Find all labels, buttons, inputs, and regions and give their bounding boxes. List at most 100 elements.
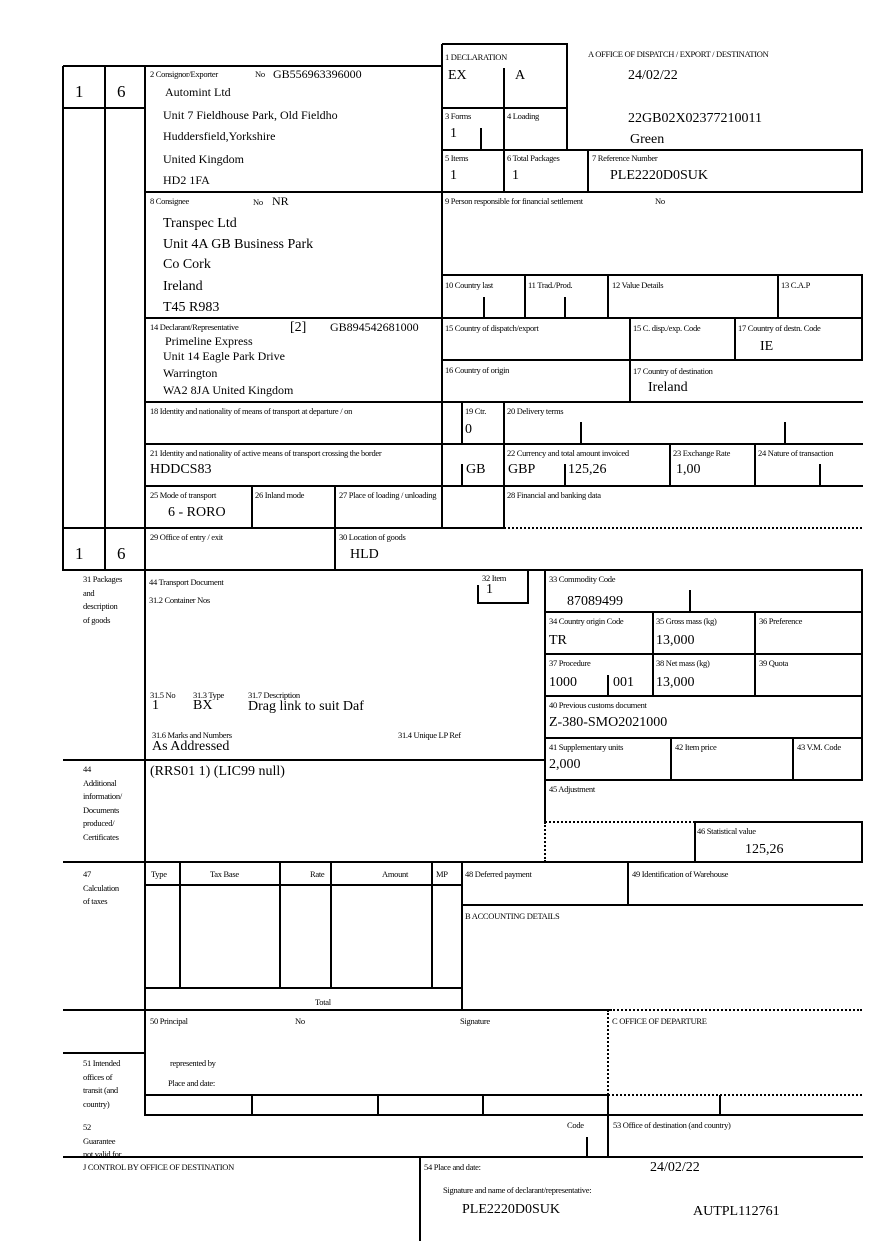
lp-ref-label: 31.4 Unique LP Ref (398, 730, 461, 740)
vertical-rule (461, 402, 463, 445)
consignee-name: Transpec Ltd (163, 216, 237, 231)
items-value: 1 (450, 168, 457, 183)
box17-label: 17 Country of destination (633, 366, 713, 376)
marks-label: 31.6 Marks and Numbers (152, 730, 232, 740)
invoice-amount: 125,26 (568, 462, 607, 477)
consignor-eori: GB556963396000 (273, 67, 362, 81)
horizontal-rule (63, 759, 546, 761)
vertical-rule (652, 612, 654, 697)
vertical-rule (792, 738, 794, 781)
consignor-no-label: No (255, 69, 265, 79)
consignor-label: 2 Consignor/Exporter (150, 69, 218, 79)
box22-label: 22 Currency and total amount invoiced (507, 448, 629, 458)
office-label: A OFFICE OF DISPATCH / EXPORT / DESTINAT… (588, 49, 769, 59)
tax-col-rate: Rate (310, 869, 325, 879)
tax-total-label: Total (315, 997, 331, 1007)
box42-label: 42 Item price (675, 742, 717, 752)
office-departure-label: C OFFICE OF DEPARTURE (612, 1016, 707, 1026)
consignee-no: NR (272, 194, 289, 208)
box10-label: 10 Country last (445, 280, 493, 290)
description-label: 31.7 Description (248, 690, 300, 700)
box31-label: 31 Packages and description of goods (83, 574, 122, 625)
horizontal-rule (442, 43, 568, 45)
vertical-rule (564, 297, 566, 319)
vertical-rule (564, 464, 566, 487)
box48-label: 48 Deferred payment (465, 869, 532, 879)
horizontal-rule (478, 602, 529, 604)
horizontal-rule (63, 1052, 146, 1054)
vertical-rule (461, 862, 463, 1011)
box17a-label: 17 Country of destn. Code (738, 323, 821, 333)
box52-label: 52 Guarantee not valid for (83, 1122, 122, 1159)
forms-value: 1 (450, 126, 457, 141)
vertical-rule (627, 862, 629, 906)
vertical-rule (524, 275, 526, 319)
vertical-rule (861, 570, 863, 781)
box5-label: 5 Items (445, 153, 469, 163)
horizontal-rule (462, 904, 863, 906)
box29-label: 29 Office of entry / exit (150, 532, 223, 542)
packages-no-label: 31.5 No (150, 690, 176, 700)
box49-label: 49 Identification of Warehouse (632, 869, 729, 879)
declarant-name: Primeline Express (165, 334, 253, 348)
form-counter-bottom: 1 (75, 544, 84, 563)
box23-label: 23 Exchange Rate (673, 448, 731, 458)
vertical-rule (62, 66, 64, 571)
route-value: Green (630, 132, 665, 147)
box13-label: 13 C.A.P (781, 280, 811, 290)
box33-label: 33 Commodity Code (549, 574, 616, 584)
commodity-code: 87089499 (567, 594, 623, 609)
tax-col-mp: MP (436, 869, 448, 879)
net-mass: 13,000 (656, 675, 695, 690)
box16-label: 16 Country of origin (445, 365, 510, 375)
box39-label: 39 Quota (759, 658, 788, 668)
box54-label: 54 Place and date: (424, 1162, 481, 1172)
declarant-address-3: WA2 8JA United Kingdom (163, 383, 294, 397)
vertical-rule (179, 862, 181, 989)
additional-info: (RRS01 1) (LIC99 null) (150, 764, 285, 779)
declarant-label: 14 Declarant/Representative (150, 322, 239, 332)
destination-code: IE (760, 339, 774, 354)
border-transport-nationality: GB (466, 462, 486, 477)
transport-mode: 6 - RORO (168, 505, 226, 520)
consignee-address-1: Unit 4A GB Business Park (163, 237, 314, 252)
vertical-rule (861, 822, 863, 863)
vertical-rule (669, 444, 671, 487)
consignor-country: United Kingdom (163, 152, 244, 166)
dotted-rule (504, 527, 862, 529)
gross-mass: 13,000 (656, 633, 695, 648)
statistical-value: 125,26 (745, 842, 784, 857)
box30-label: 30 Location of goods (339, 532, 406, 542)
vertical-rule (586, 1137, 588, 1158)
signatory-id: AUTPL112761 (693, 1204, 780, 1219)
box41-label: 41 Supplementary units (549, 742, 624, 752)
vertical-rule (482, 1095, 484, 1116)
declaration-subtype: A (515, 68, 526, 83)
box15-label: 15 Country of dispatch/export (445, 323, 539, 333)
box18-label: 18 Identity and nationality of means of … (150, 406, 353, 416)
vertical-rule (754, 444, 756, 487)
signature-label: Signature and name of declarant/represen… (443, 1185, 592, 1195)
box9-label: 9 Person responsible for financial settl… (445, 196, 583, 206)
declarant-eori: GB894542681000 (330, 320, 419, 334)
form-counter: 1 (75, 82, 84, 101)
tax-col-amount: Amount (382, 869, 409, 879)
horizontal-rule (63, 527, 505, 529)
supplementary-units: 2,000 (549, 757, 581, 772)
declarant-type: [2] (290, 320, 307, 335)
consignor-address-1: Unit 7 Fieldhouse Park, Old Fieldho (163, 108, 338, 122)
box51-label: 51 Intended offices of transit (and coun… (83, 1058, 121, 1109)
tax-col-base: Tax Base (210, 869, 239, 879)
declarant-address-2: Warrington (163, 366, 218, 380)
vertical-rule (587, 150, 589, 193)
box50-no-label: No (295, 1016, 305, 1026)
container-nos-label: 31.2 Container Nos (149, 595, 210, 605)
horizontal-rule (145, 317, 863, 319)
previous-document: Z-380-SMO2021000 (549, 715, 668, 730)
vertical-rule (144, 570, 146, 1116)
goods-description: Drag link to suit Daf (248, 699, 364, 714)
vertical-rule (861, 318, 863, 361)
origin-code: TR (549, 633, 567, 648)
box47-label: 47 Calculation of taxes (83, 869, 119, 906)
